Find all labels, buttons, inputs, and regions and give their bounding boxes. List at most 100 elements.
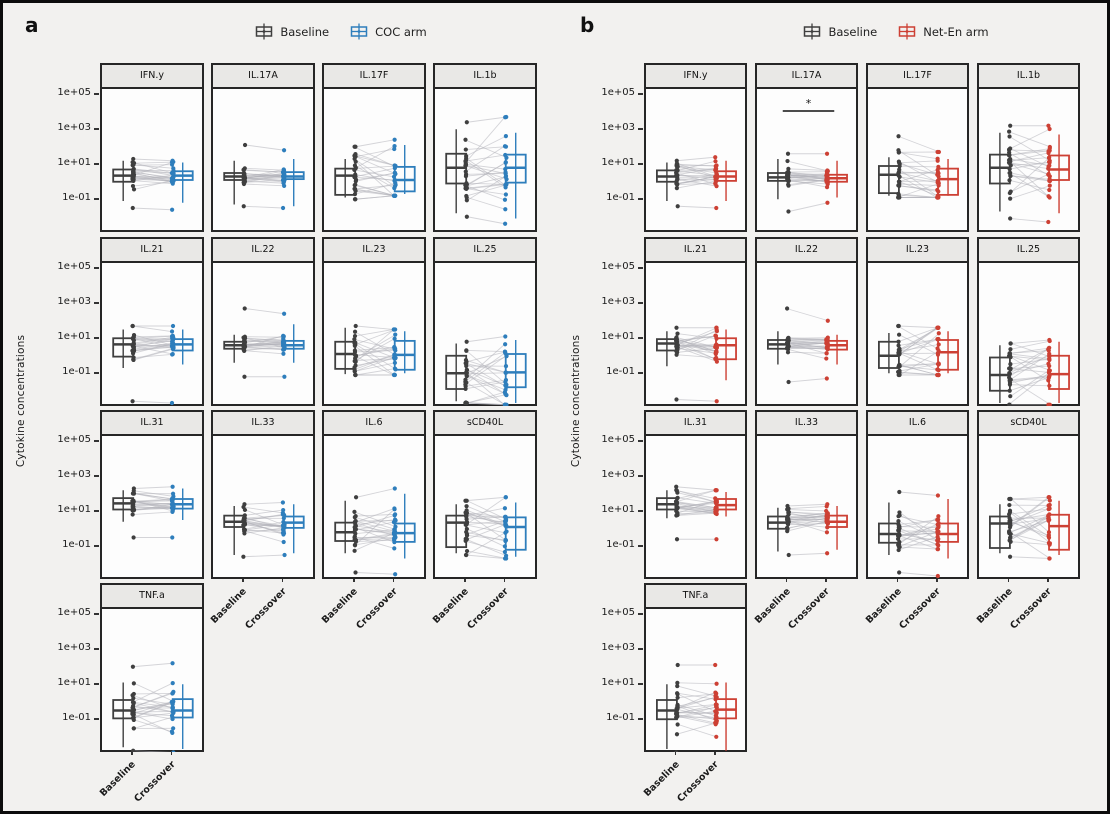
x-tick-mark — [1047, 577, 1049, 582]
facet-IL.33: IL.33 — [755, 410, 858, 579]
facet-plot — [112, 661, 194, 752]
facet-IL.17F: IL.17F — [322, 63, 426, 232]
x-tick-mark — [503, 577, 506, 582]
legend-label: Net-En arm — [923, 24, 989, 39]
facet-IL.21: IL.21 — [100, 237, 204, 406]
y-tick-label: 1e+03 — [57, 296, 91, 308]
boxplot-glyph — [804, 23, 821, 40]
y-tick-mark — [94, 613, 99, 615]
y-tick-mark — [94, 93, 99, 95]
x-tick-mark — [714, 750, 716, 755]
facet-plot: * — [766, 97, 848, 214]
x-tick-mark — [1007, 577, 1010, 582]
facet-IL.22: IL.22 — [755, 237, 858, 406]
facet-header: IFN.y — [102, 65, 202, 89]
y-tick-label: 1e+05 — [601, 434, 635, 446]
boxplot-key-icon — [254, 23, 274, 40]
facet-plot — [988, 337, 1070, 406]
y-tick-mark — [638, 372, 643, 374]
facet-IL.33: IL.33 — [211, 410, 315, 579]
facet-header: IL.21 — [102, 239, 202, 263]
facet-header: sCD40L — [979, 412, 1078, 436]
facet-plot — [877, 134, 959, 200]
y-tick-mark — [94, 475, 99, 477]
facet-header: IL.22 — [213, 239, 313, 263]
facet-TNF.a: TNF.a — [644, 583, 747, 752]
facet-IFN.y: IFN.y — [100, 63, 204, 232]
y-tick-mark — [94, 198, 99, 200]
facet-IL.31: IL.31 — [100, 410, 204, 579]
facet-plot — [988, 495, 1070, 561]
y-tick-label: 1e+03 — [57, 469, 91, 481]
facet-plot — [334, 323, 416, 378]
y-tick-label: 1e+05 — [601, 87, 635, 99]
y-tick-mark — [94, 372, 99, 374]
facet-header: IL.25 — [979, 239, 1078, 263]
y-tick-label: 1e+05 — [57, 607, 91, 619]
boxplot-key-icon — [802, 23, 822, 40]
legend-item-coc-arm: COC arm — [349, 23, 427, 40]
y-axis-title: Cytokine concentrations — [15, 334, 27, 468]
legend-item-neten-arm: Net-En arm — [897, 23, 989, 40]
x-tick-mark — [242, 577, 244, 582]
y-tick-label: 1e+01 — [57, 157, 91, 169]
y-tick-mark — [638, 613, 643, 615]
y-tick-mark — [638, 683, 643, 685]
facet-header: IL.1b — [979, 65, 1078, 89]
panel-b-legend: Baseline Net-En arm — [558, 23, 1107, 40]
facet-IL.21: IL.21 — [644, 237, 747, 406]
y-tick-mark — [638, 475, 643, 477]
facet-header: IL.22 — [757, 239, 856, 263]
facet-plot — [334, 486, 416, 577]
facet-plot — [445, 114, 527, 226]
y-tick-label: 1e+03 — [57, 642, 91, 654]
y-tick-label: 1e+03 — [601, 122, 635, 134]
x-tick-mark — [785, 577, 788, 582]
boxplot-key-icon — [349, 23, 369, 40]
y-tick-mark — [94, 302, 99, 304]
x-tick-mark — [392, 577, 395, 582]
facet-header: IL.25 — [435, 239, 535, 263]
facet-header: IL.31 — [646, 412, 745, 436]
facet-header: IL.1b — [435, 65, 535, 89]
x-tick-mark — [896, 577, 899, 582]
x-tick-mark — [936, 577, 938, 582]
facet-header: IL.31 — [102, 412, 202, 436]
x-tick-mark — [131, 750, 133, 755]
y-tick-label: 1e+03 — [601, 642, 635, 654]
facet-IFN.y: IFN.y — [644, 63, 747, 232]
y-tick-label: 1e-01 — [606, 712, 635, 724]
facet-plot — [223, 500, 305, 559]
y-tick-mark — [94, 510, 99, 512]
legend-label: COC arm — [375, 24, 427, 39]
facet-plot — [877, 323, 959, 378]
y-tick-mark — [94, 718, 99, 720]
facet-header: IL.23 — [324, 239, 424, 263]
facet-IL.25: IL.25 — [433, 237, 537, 406]
y-tick-mark — [638, 510, 643, 512]
facet-plot — [112, 323, 194, 406]
facet-IL.17A: IL.17A — [211, 63, 315, 232]
facet-header: IL.21 — [646, 239, 745, 263]
y-tick-mark — [94, 440, 99, 442]
facet-plot — [766, 502, 848, 558]
y-tick-mark — [94, 337, 99, 339]
facet-sCD40L: sCD40L — [977, 410, 1080, 579]
y-tick-label: 1e-01 — [62, 539, 91, 551]
y-tick-mark — [638, 163, 643, 165]
facet-header: TNF.a — [646, 585, 745, 609]
y-tick-label: 1e-01 — [62, 366, 91, 378]
y-tick-label: 1e+05 — [601, 261, 635, 273]
facet-header: IL.17F — [868, 65, 967, 89]
y-tick-mark — [94, 267, 99, 269]
facet-header: IL.6 — [868, 412, 967, 436]
facet-IL.1b: IL.1b — [977, 63, 1080, 232]
y-tick-mark — [638, 302, 643, 304]
boxplot-glyph — [350, 23, 368, 40]
legend-label: Baseline — [828, 24, 878, 39]
panel-b-label: b — [580, 13, 595, 37]
panel-a-label: a — [25, 13, 39, 37]
y-tick-mark — [94, 545, 99, 547]
facet-plot — [445, 495, 527, 561]
x-tick-mark — [825, 577, 827, 582]
